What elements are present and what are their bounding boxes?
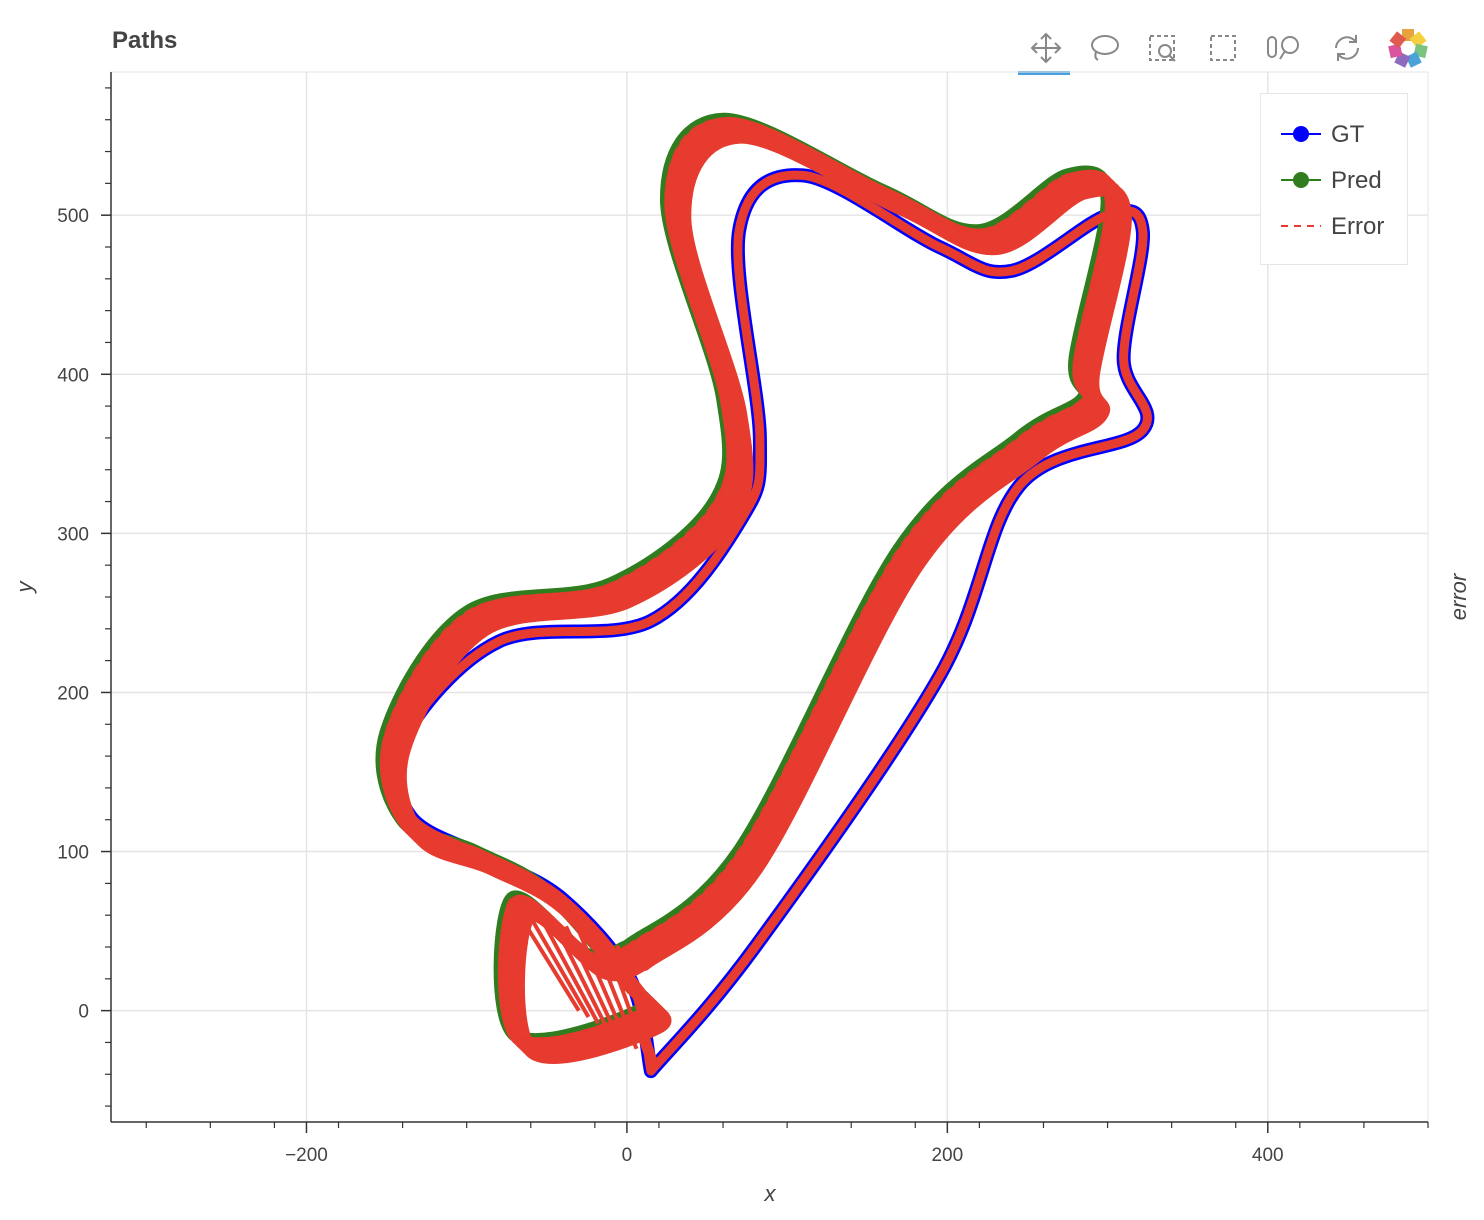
bokeh-logo-icon: [1388, 29, 1428, 68]
legend-label-gt: GT: [1331, 121, 1365, 148]
error-segment: [551, 920, 610, 1031]
x-tick-label: −200: [285, 1145, 328, 1166]
error-segment: [589, 935, 639, 1050]
wheel-zoom-icon: [1267, 36, 1299, 60]
chart-title: Paths: [112, 27, 178, 54]
legend-item-error[interactable]: Error: [1279, 206, 1404, 246]
axes: −200 0 200 400 0 100 200 300 400 500: [57, 72, 1429, 1166]
error-segment: [538, 915, 600, 1025]
series-error-band: [392, 129, 1132, 1064]
pan-tool[interactable]: [1014, 24, 1070, 75]
y-tick-label: 300: [57, 524, 89, 545]
reset-icon: [1335, 35, 1359, 61]
error-segment: [615, 944, 658, 1063]
legend-glyph-error: [1281, 225, 1321, 227]
box-select-icon: [1210, 35, 1236, 61]
bokeh-logo[interactable]: [1378, 24, 1434, 70]
pan-icon: [1030, 32, 1062, 64]
right-axis-label: error: [1446, 572, 1471, 620]
box-zoom-icon: [1149, 35, 1176, 62]
y-axis-label: y: [12, 580, 37, 595]
plot-paths: [375, 112, 1155, 1079]
plot-frame: [110, 71, 1429, 1123]
wheel-zoom-tool[interactable]: [1254, 24, 1310, 70]
reset-tool[interactable]: [1316, 24, 1372, 70]
grid: [110, 71, 1429, 1123]
y-tick-label: 400: [57, 365, 89, 386]
series-error-line: [379, 116, 1119, 1052]
legend-label-error: Error: [1331, 213, 1385, 240]
series-error-band: [379, 116, 1119, 1052]
error-segment: [525, 910, 591, 1019]
box-zoom-tool[interactable]: [1132, 24, 1188, 70]
error-segment: [564, 925, 620, 1037]
series-error-line: [392, 129, 1132, 1064]
series-error-line-gt: [390, 170, 1152, 1076]
error-segment: [513, 906, 581, 1012]
legend-item-pred[interactable]: Pred: [1279, 160, 1404, 200]
legend: GT Pred Error: [1260, 93, 1408, 265]
x-tick-label: 400: [1252, 1145, 1284, 1166]
y-tick-label: 500: [57, 206, 89, 227]
x-tick-label: 200: [931, 1145, 963, 1166]
legend-label-pred: Pred: [1331, 167, 1382, 194]
series-error-line-pred: [380, 117, 1110, 1042]
error-segment: [602, 939, 649, 1056]
error-segment: [577, 930, 629, 1044]
lasso-icon: [1091, 35, 1119, 61]
lasso-select-tool[interactable]: [1072, 24, 1128, 70]
y-tick-label: 200: [57, 683, 89, 704]
y-tick-label: 100: [57, 843, 89, 864]
toolbar: [1010, 18, 1440, 75]
legend-glyph-gt: [1281, 126, 1321, 142]
x-tick-label: 0: [622, 1145, 633, 1166]
legend-item-gt[interactable]: GT: [1279, 114, 1404, 154]
legend-glyph-pred: [1281, 172, 1321, 188]
x-axis-label: x: [764, 1181, 777, 1206]
box-select-tool[interactable]: [1192, 24, 1248, 70]
y-tick-label: 0: [78, 1002, 89, 1023]
